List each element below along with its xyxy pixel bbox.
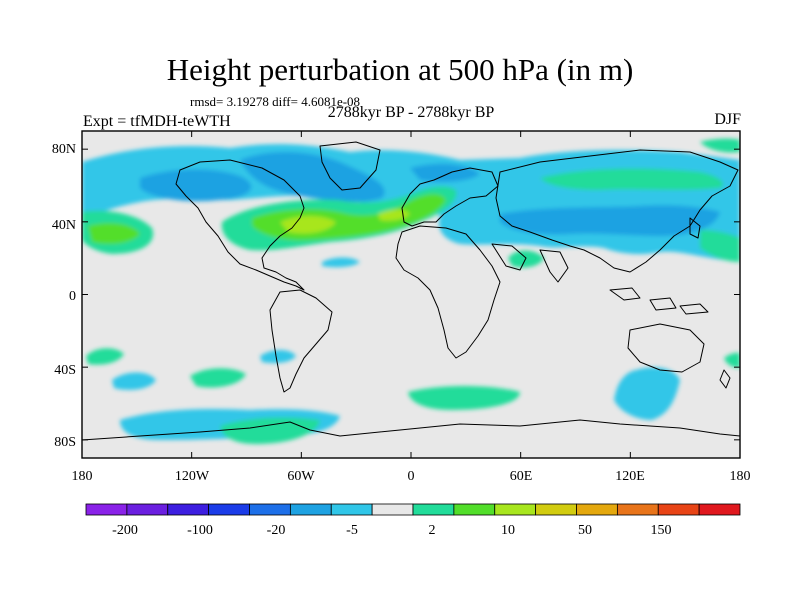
colorbar-box bbox=[535, 503, 577, 516]
coastlines bbox=[82, 141, 740, 441]
lat-tick-label: 40S bbox=[54, 363, 76, 378]
colorbar-label: -200 bbox=[112, 523, 138, 538]
colorbar-label: -20 bbox=[267, 523, 286, 538]
colorbar-box bbox=[412, 503, 455, 516]
lon-tick-label: 180 bbox=[72, 469, 93, 484]
lon-tick-label: 120E bbox=[615, 469, 645, 484]
colorbar bbox=[85, 503, 741, 516]
colorbar-box bbox=[371, 503, 414, 516]
lat-tick-label: 40N bbox=[52, 218, 76, 233]
experiment-label: Expt = tfMDH-teWTH bbox=[83, 113, 231, 130]
contour-fill bbox=[82, 138, 740, 444]
lat-tick-label: 80S bbox=[54, 435, 76, 450]
colorbar-label: 2 bbox=[429, 523, 436, 538]
colorbar-label: 10 bbox=[501, 523, 515, 538]
axis-ticks bbox=[81, 131, 741, 458]
colorbar-label: -100 bbox=[187, 523, 213, 538]
colorbar-label: -5 bbox=[346, 523, 358, 538]
lat-tick-label: 0 bbox=[69, 289, 76, 304]
colorbar-label: 50 bbox=[578, 523, 592, 538]
lon-tick-labels: 180 120W 60W 0 60E 120E 180 bbox=[72, 469, 751, 484]
colorbar-box bbox=[657, 503, 700, 516]
colorbar-box bbox=[616, 503, 659, 516]
colorbar-box bbox=[576, 503, 618, 516]
colorbar-label: 150 bbox=[651, 523, 672, 538]
lon-tick-label: 0 bbox=[408, 469, 415, 484]
colorbar-box bbox=[698, 503, 741, 516]
plot-title: Height perturbation at 500 hPa (in m) bbox=[166, 52, 634, 87]
colorbar-box bbox=[330, 503, 373, 516]
stats-text: rmsd= 3.19278 diff= 4.6081e-08 bbox=[190, 94, 361, 109]
colorbar-box bbox=[85, 503, 128, 516]
lon-tick-label: 60W bbox=[287, 469, 315, 484]
colorbar-box bbox=[494, 503, 537, 516]
colorbar-labels: -200 -100 -20 -5 2 10 50 150 bbox=[112, 523, 671, 538]
lon-tick-label: 180 bbox=[730, 469, 751, 484]
lon-tick-label: 120W bbox=[175, 469, 210, 484]
colorbar-box bbox=[208, 503, 250, 516]
lon-tick-label: 60E bbox=[510, 469, 533, 484]
colorbar-box bbox=[289, 503, 332, 516]
lat-tick-labels: 80N 40N 0 40S 80S bbox=[52, 142, 76, 450]
colorbar-box bbox=[453, 503, 496, 516]
colorbar-box bbox=[249, 503, 291, 516]
colorbar-box bbox=[167, 503, 210, 516]
lat-tick-label: 80N bbox=[52, 142, 76, 157]
season-label: DJF bbox=[714, 111, 741, 128]
period-label: 2788kyr BP - 2788kyr BP bbox=[327, 104, 495, 121]
colorbar-box bbox=[126, 503, 169, 516]
